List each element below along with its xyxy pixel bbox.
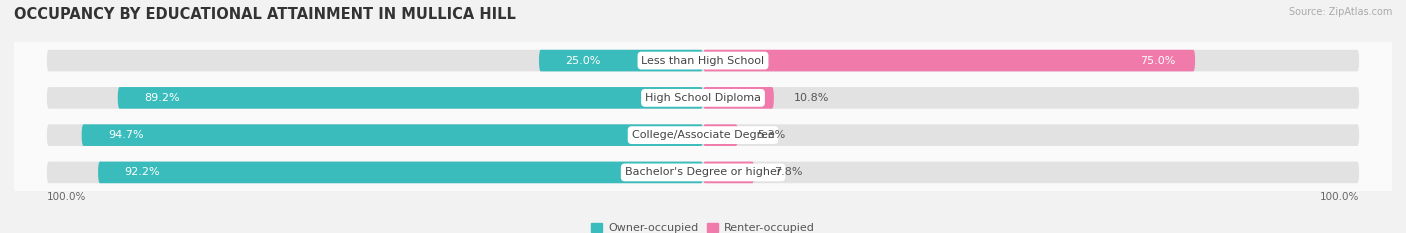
Text: High School Diploma: High School Diploma bbox=[645, 93, 761, 103]
FancyBboxPatch shape bbox=[703, 50, 1195, 71]
FancyBboxPatch shape bbox=[14, 116, 1392, 154]
Text: 100.0%: 100.0% bbox=[46, 192, 86, 202]
FancyBboxPatch shape bbox=[98, 162, 703, 183]
Text: OCCUPANCY BY EDUCATIONAL ATTAINMENT IN MULLICA HILL: OCCUPANCY BY EDUCATIONAL ATTAINMENT IN M… bbox=[14, 7, 516, 22]
Text: College/Associate Degree: College/Associate Degree bbox=[631, 130, 775, 140]
Text: Source: ZipAtlas.com: Source: ZipAtlas.com bbox=[1288, 7, 1392, 17]
Text: 10.8%: 10.8% bbox=[793, 93, 830, 103]
Text: 100.0%: 100.0% bbox=[1320, 192, 1360, 202]
FancyBboxPatch shape bbox=[46, 87, 1360, 109]
Text: Bachelor's Degree or higher: Bachelor's Degree or higher bbox=[624, 168, 782, 177]
FancyBboxPatch shape bbox=[703, 162, 754, 183]
Text: 5.3%: 5.3% bbox=[758, 130, 786, 140]
FancyBboxPatch shape bbox=[46, 50, 1360, 71]
Text: 94.7%: 94.7% bbox=[108, 130, 143, 140]
Text: 89.2%: 89.2% bbox=[143, 93, 180, 103]
FancyBboxPatch shape bbox=[14, 154, 1392, 191]
Text: 75.0%: 75.0% bbox=[1140, 56, 1175, 65]
FancyBboxPatch shape bbox=[82, 124, 703, 146]
Text: 7.8%: 7.8% bbox=[773, 168, 803, 177]
FancyBboxPatch shape bbox=[14, 79, 1392, 116]
FancyBboxPatch shape bbox=[118, 87, 703, 109]
FancyBboxPatch shape bbox=[46, 162, 1360, 183]
Text: 92.2%: 92.2% bbox=[124, 168, 160, 177]
FancyBboxPatch shape bbox=[703, 124, 738, 146]
Legend: Owner-occupied, Renter-occupied: Owner-occupied, Renter-occupied bbox=[586, 219, 820, 233]
FancyBboxPatch shape bbox=[46, 124, 1360, 146]
FancyBboxPatch shape bbox=[703, 87, 773, 109]
Text: 25.0%: 25.0% bbox=[565, 56, 600, 65]
FancyBboxPatch shape bbox=[14, 42, 1392, 79]
FancyBboxPatch shape bbox=[538, 50, 703, 71]
Text: Less than High School: Less than High School bbox=[641, 56, 765, 65]
